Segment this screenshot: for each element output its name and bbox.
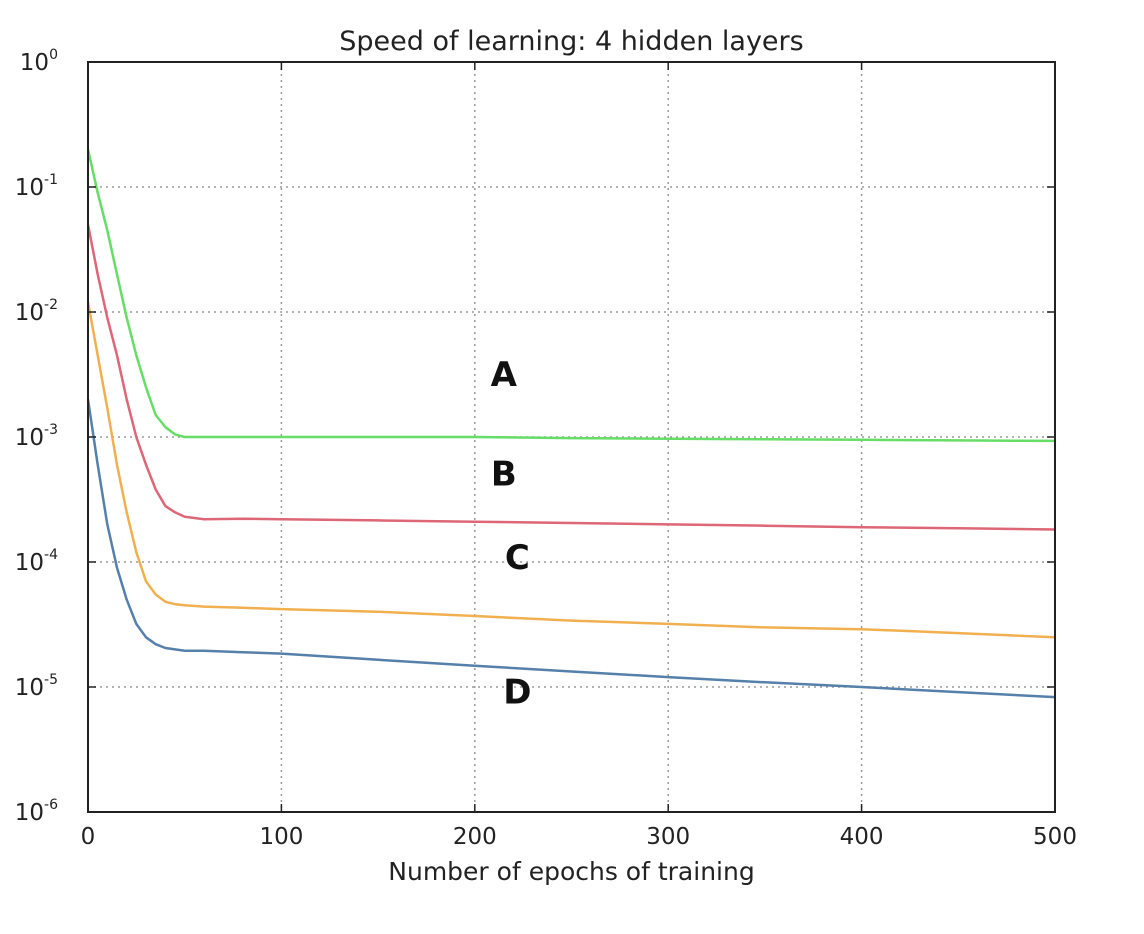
annotation-label: A: [491, 355, 518, 395]
y-tick-label: 10-4: [15, 547, 58, 576]
chart-title: Speed of learning: 4 hidden layers: [339, 26, 803, 57]
series-line: [86, 224, 1056, 531]
series-lines: [86, 149, 1056, 699]
x-tick-label: 500: [1033, 824, 1077, 850]
annotation-label: C: [505, 538, 530, 578]
x-tick-label: 0: [81, 824, 96, 850]
y-tick-label: 10-6: [15, 797, 58, 826]
y-tick-label: 100: [20, 47, 58, 76]
annotation-label: D: [503, 673, 531, 713]
y-tick-label: 10-3: [15, 422, 58, 451]
y-tick-label: 10-2: [15, 297, 58, 326]
x-axis-ticks: 0 100 200 300 400 500: [81, 62, 1077, 850]
x-tick-label: 400: [840, 824, 884, 850]
x-tick-label: 100: [259, 824, 303, 850]
annotation-label: B: [491, 455, 517, 495]
series-line: [86, 149, 1056, 443]
annotations: A B C D: [491, 355, 532, 713]
y-tick-label: 10-5: [15, 672, 58, 701]
series-line: [86, 399, 1056, 699]
y-axis-ticks: 100 10-1 10-2 10-3 10-4 10-5 10-6: [15, 47, 1055, 826]
y-tick-label: 10-1: [15, 172, 58, 201]
x-tick-label: 200: [453, 824, 497, 850]
x-axis-label: Number of epochs of training: [388, 857, 754, 886]
x-tick-label: 300: [646, 824, 690, 850]
series-line: [86, 301, 1056, 639]
